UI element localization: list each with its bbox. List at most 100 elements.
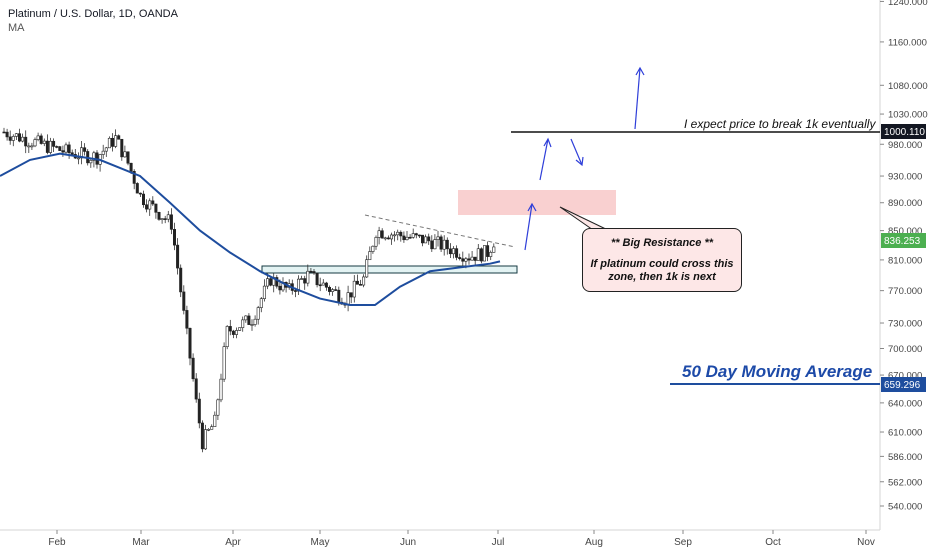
candle-body [393,234,397,237]
candle-body [476,248,480,261]
arrow-up-3-head [635,66,645,76]
candle-body [420,234,424,244]
candle-body [402,235,406,241]
candle-body [166,214,170,220]
indicator-label[interactable]: MA [8,22,25,34]
candle-body [489,252,493,257]
candle-body [383,237,387,240]
candle-body [132,171,136,184]
x-tick-label: Jul [492,537,505,548]
candle-body [8,136,12,141]
candle-body [386,237,390,240]
candle-body [213,414,217,427]
support-zone[interactable] [261,265,518,274]
y-tick-label: 540.000 [888,502,922,513]
candle-body [228,326,232,332]
candle-body [114,135,118,147]
candle-body [399,231,403,237]
candle-body [417,234,421,237]
candle-body [486,245,490,257]
candle-body [461,258,465,262]
candle-body [306,270,310,284]
candle-body [111,137,115,147]
candle-body [142,193,146,206]
candle-body [448,248,452,255]
candle-body [247,315,251,325]
candle-body [321,282,325,286]
candle-body [33,139,37,147]
candle-body [303,278,307,284]
candle-body [225,326,229,347]
candle-body [216,399,220,416]
candle-body [157,212,161,220]
candle-body [365,259,369,278]
candle-body [107,137,111,149]
target-price-text: 1000.110 [884,127,925,138]
candle-body [253,318,257,325]
candle-body [235,330,239,335]
candle-body [154,203,158,213]
time-axis[interactable]: Feb Mar Apr May Jun Jul Aug Sep Oct Nov [48,530,875,548]
price-axis[interactable]: 540.000 562.000 586.000 610.000 640.000 670.0… [880,0,928,513]
candle-body [45,140,49,153]
candle-body [293,290,297,292]
resistance-callout[interactable]: ** Big Resistance ** If platinum could c… [582,228,742,292]
candle-body [396,231,400,236]
resistance-zone[interactable] [458,190,616,215]
triangle-trendline[interactable] [364,214,516,248]
ma-price-text: 659.296 [884,380,921,391]
y-tick-label: 810.000 [888,255,922,266]
candle-body [120,138,124,158]
candle-body [27,145,31,148]
candle-body [458,257,462,259]
candle-body [70,152,74,155]
x-tick-label: Aug [585,537,603,548]
y-tick-label: 586.000 [888,452,922,463]
ma-line[interactable] [0,152,501,306]
candle-body [101,150,105,155]
candle-body [262,285,266,299]
y-tick-label: 890.000 [888,198,922,209]
candle-body [30,145,34,148]
candle-body [104,147,108,152]
candle-body [200,422,204,450]
candle-body [439,236,443,250]
candle-body [123,151,127,158]
y-tick-label: 1240.000 [888,0,928,8]
candle-body [151,200,155,205]
ma-annotation[interactable]: 50 Day Moving Average [682,362,873,381]
candle-body [185,310,189,329]
x-tick-label: Apr [225,537,241,548]
candle-body [173,229,177,246]
candle-body [371,245,375,252]
candle-body [241,319,245,328]
candle-body [250,324,254,326]
candle-body [21,136,25,142]
candle-body [482,245,486,262]
arrow-up-1-head [527,202,537,212]
arrow-up-2-head [543,137,552,148]
candle-body [436,236,440,240]
candle-body [76,157,80,160]
y-tick-label: 562.000 [888,477,922,488]
candle-body [64,144,68,153]
candle-body [433,239,437,250]
candle-body [265,278,269,287]
arrow-down-head [575,156,584,167]
x-tick-label: Feb [48,537,66,548]
candle-body [231,330,235,335]
candle-body [331,289,335,292]
candle-body [473,256,477,261]
candle-body [129,162,133,172]
candle-body [427,236,431,242]
target-annotation[interactable]: I expect price to break 1k eventually [684,117,876,131]
candle-body [207,429,211,431]
candle-body [411,233,415,238]
y-tick-label: 930.000 [888,172,922,183]
candle-body [182,291,186,311]
candle-body [430,240,434,250]
candle-body [259,298,263,308]
target-price-badge: 1000.110 [881,124,926,139]
candle-body [61,150,65,153]
